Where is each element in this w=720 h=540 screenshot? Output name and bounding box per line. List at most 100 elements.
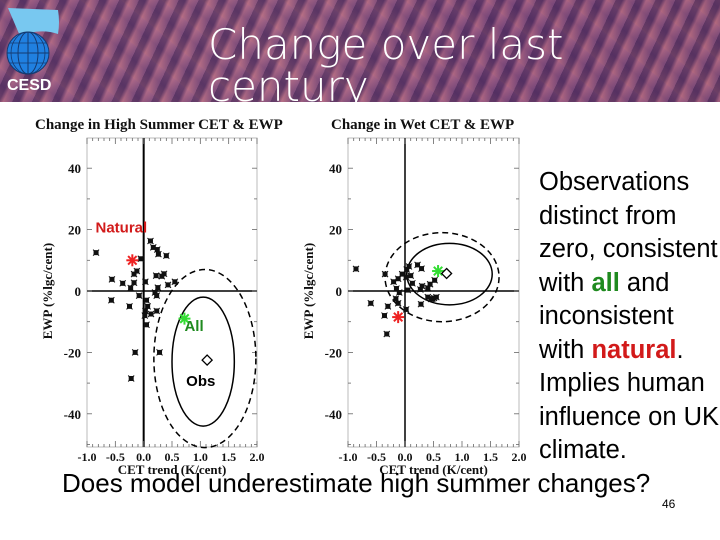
y-tick-label: -20	[64, 345, 81, 360]
y-tick-label: 20	[68, 223, 81, 238]
ensemble-marker	[409, 279, 416, 287]
ensemble-marker	[130, 270, 138, 278]
y-tick-label: 40	[68, 161, 81, 176]
y-tick-label: -20	[325, 345, 342, 360]
ensemble-marker	[131, 349, 139, 356]
ensemble-marker	[384, 302, 392, 310]
x-tick-label: 0.0	[136, 450, 151, 464]
ensemble-marker	[158, 272, 166, 280]
page-title: Change over last century	[208, 20, 564, 103]
ensemble-marker	[143, 321, 150, 329]
ensemble-marker	[155, 250, 162, 258]
plot-1: 40 20 0 -20 -40 -1.0 -0.5 0.0 0.5 1.0 1.5 2.0 CET tr…	[301, 137, 527, 477]
ensemble-marker	[394, 299, 402, 307]
header-banner: CESD Change over last century	[0, 0, 720, 102]
ensemble-marker	[127, 375, 135, 382]
ensemble-marker	[171, 278, 179, 286]
highlight-natural: natural	[591, 335, 677, 364]
x-tick-label: 0.0	[398, 450, 413, 464]
x-tick-label: -0.5	[106, 450, 125, 464]
confidence-ellipse-outer	[153, 268, 257, 449]
ensemble-marker	[381, 270, 389, 278]
y-tick-label: -40	[64, 407, 81, 422]
ensemble-marker	[144, 302, 151, 310]
ensemble-marker	[156, 349, 163, 356]
ensemble-marker	[392, 295, 400, 303]
natural-asterisk-icon	[392, 311, 405, 324]
ensemble-marker	[108, 296, 115, 304]
plot-0: 40 20 0 -20 -40 -1.0 -0.5 0.0 0.5 1.0 1.5 2.0 CET tr…	[40, 137, 265, 477]
ensemble-marker	[154, 284, 162, 291]
ensemble-marker	[432, 293, 440, 301]
confidence-ellipse-inner	[171, 296, 236, 427]
x-tick-label: 0.5	[426, 450, 441, 464]
obs-diamond-icon	[201, 354, 214, 366]
x-tick-label: 1.5	[483, 450, 498, 464]
ensemble-marker	[147, 237, 154, 245]
page-number: 46	[662, 497, 676, 511]
ensemble-marker	[162, 252, 170, 260]
ensemble-marker	[394, 275, 402, 283]
cesd-logo	[6, 8, 59, 75]
ensemble-marker	[418, 282, 426, 290]
ensemble-marker	[143, 296, 150, 304]
ensemble-marker	[402, 306, 410, 313]
conclusion-text-part3: . Implies human influence on UK climate.	[539, 335, 720, 465]
ensemble-marker	[119, 279, 127, 287]
ensemble-marker	[142, 278, 149, 286]
annotation-obs: Obs	[186, 373, 215, 390]
ensemble-marker	[164, 281, 172, 289]
ensemble-marker	[126, 302, 133, 310]
ensemble-marker	[130, 279, 138, 287]
x-tick-label: 2.0	[250, 450, 265, 464]
obs-diamond-icon	[440, 267, 453, 280]
all-asterisk-icon	[432, 265, 445, 278]
y-axis-label: EWP (%lgc/cent)	[301, 243, 316, 339]
confidence-ellipse-inner	[405, 242, 493, 306]
ensemble-marker	[431, 276, 438, 284]
ensemble-marker	[153, 292, 161, 299]
ensemble-marker	[424, 284, 432, 292]
x-tick-label: -0.5	[367, 450, 386, 464]
x-tick-label: 1.0	[193, 450, 208, 464]
x-axis-label: CET trend (K/cent)	[379, 462, 488, 477]
conclusion-text: Observations distinct from zero, consist…	[539, 166, 720, 468]
x-tick-label: 1.0	[455, 450, 470, 464]
ensemble-marker	[92, 249, 100, 256]
conclusion-text-part2: and inconsistent with	[539, 268, 674, 364]
y-tick-label: 0	[336, 284, 343, 299]
ensemble-marker	[381, 312, 388, 319]
y-axis-label: EWP (%lgc/cent)	[40, 243, 55, 339]
ensemble-marker	[405, 263, 413, 270]
chart-title-high-summer: Change in High Summer CET & EWP	[35, 117, 283, 133]
ensemble-marker	[395, 289, 403, 296]
annotation-all: All	[184, 318, 203, 335]
highlight-all: all	[591, 268, 620, 297]
ensemble-marker	[135, 292, 143, 299]
x-tick-label: 0.5	[165, 450, 180, 464]
ensemble-marker	[108, 275, 116, 283]
x-tick-label: 2.0	[512, 450, 527, 464]
signal-wedge-icon	[8, 8, 59, 36]
conclusion-text-part1: Observations distinct from zero, consist…	[539, 168, 718, 297]
ensemble-marker	[141, 312, 149, 319]
ensemble-marker	[407, 272, 415, 280]
x-axis-label: CET trend (K/cent)	[118, 462, 227, 477]
confidence-ellipse-outer	[384, 231, 500, 323]
x-tick-label: -1.0	[339, 450, 358, 464]
x-tick-label: 1.5	[221, 450, 236, 464]
annotation-natural: Natural	[96, 220, 148, 237]
logo-text: CESD	[7, 77, 52, 94]
ensemble-marker	[137, 255, 145, 263]
ensemble-marker	[367, 299, 375, 307]
natural-asterisk-icon	[126, 254, 139, 267]
globe-icon	[6, 31, 50, 75]
ensemble-marker	[147, 310, 155, 318]
ensemble-marker	[417, 300, 425, 308]
ensemble-marker	[402, 273, 410, 281]
y-tick-label: 0	[75, 284, 82, 299]
y-tick-label: -40	[325, 407, 342, 422]
y-tick-label: 20	[329, 223, 342, 238]
ensemble-marker	[390, 278, 397, 286]
